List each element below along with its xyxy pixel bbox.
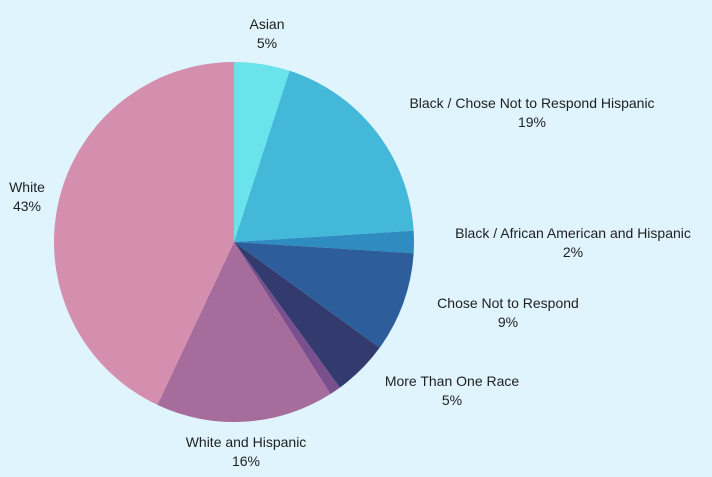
pie-slice-black-chose-not-to-respond-hispanic	[234, 70, 414, 242]
label-asian-value: 5%	[256, 35, 278, 51]
label-more-than-one-race-name: More Than One Race	[384, 373, 520, 389]
pie-slice-asian	[234, 62, 290, 242]
label-more-than-one-race-value: 5%	[441, 392, 463, 408]
label-white-and-hispanic: White and Hispanic 16%	[166, 433, 326, 471]
label-asian: Asian 5%	[232, 15, 302, 53]
label-black-african-american-hispanic-value: 2%	[562, 244, 584, 260]
pie-slice-white	[53, 62, 234, 405]
label-white-and-hispanic-value: 16%	[231, 453, 261, 469]
label-white-name: White	[9, 179, 45, 195]
pie-slice-unlabeled	[234, 242, 340, 394]
label-black-chose-not-hispanic-value: 19%	[517, 114, 547, 130]
label-black-african-american-hispanic: Black / African American and Hispanic 2%	[438, 224, 708, 262]
pie-slice-black-african-american-and-hispanic	[234, 230, 414, 254]
label-chose-not-to-respond-name: Chose Not to Respond	[437, 295, 579, 311]
label-black-african-american-hispanic-name: Black / African American and Hispanic	[455, 225, 691, 241]
label-black-chose-not-hispanic-name: Black / Chose Not to Respond Hispanic	[409, 95, 655, 111]
pie-slice-white-and-hispanic	[157, 242, 331, 423]
label-more-than-one-race: More Than One Race 5%	[372, 372, 532, 410]
pie-slice-more-than-one-race	[234, 242, 380, 388]
label-black-chose-not-hispanic: Black / Chose Not to Respond Hispanic 19…	[392, 94, 672, 132]
label-white-and-hispanic-name: White and Hispanic	[185, 434, 307, 450]
label-white: White 43%	[2, 178, 52, 216]
pie-slice-chose-not-to-respond	[234, 242, 414, 348]
label-asian-name: Asian	[249, 16, 285, 32]
label-white-value: 43%	[12, 198, 42, 214]
label-chose-not-to-respond: Chose Not to Respond 9%	[418, 294, 598, 332]
label-chose-not-to-respond-value: 9%	[497, 314, 519, 330]
